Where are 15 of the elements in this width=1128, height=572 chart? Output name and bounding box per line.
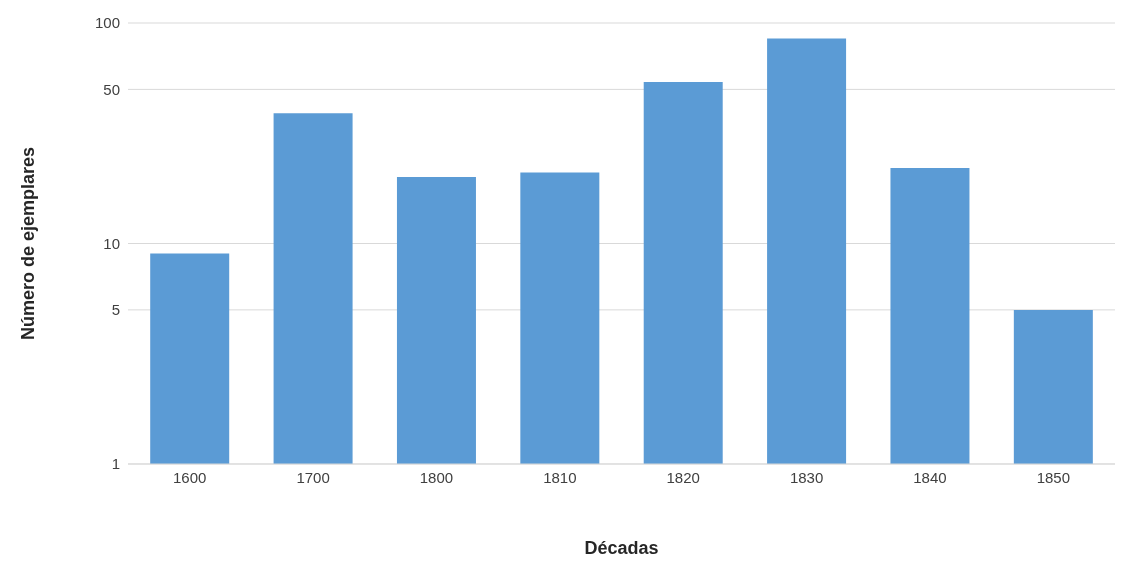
x-tick-label: 1840 [913, 468, 947, 486]
x-tick-label: 1600 [173, 468, 207, 486]
y-tick-label: 5 [111, 301, 120, 319]
x-tick-label: 1850 [1036, 468, 1070, 486]
x-tick-label: 1700 [296, 468, 330, 486]
x-axis-title: Décadas [584, 538, 659, 558]
y-tick-label: 10 [103, 234, 120, 252]
x-tick-label: 1800 [419, 468, 454, 486]
y-tick-label: 50 [103, 80, 120, 98]
x-tick-label: 1820 [666, 468, 700, 486]
x-tick-label: 1810 [543, 468, 577, 486]
y-tick-label: 1 [111, 455, 120, 473]
y-tick-label: 100 [94, 14, 120, 32]
x-tick-label: 1830 [789, 468, 824, 486]
y-axis-title: Número de ejemplares [18, 146, 39, 341]
